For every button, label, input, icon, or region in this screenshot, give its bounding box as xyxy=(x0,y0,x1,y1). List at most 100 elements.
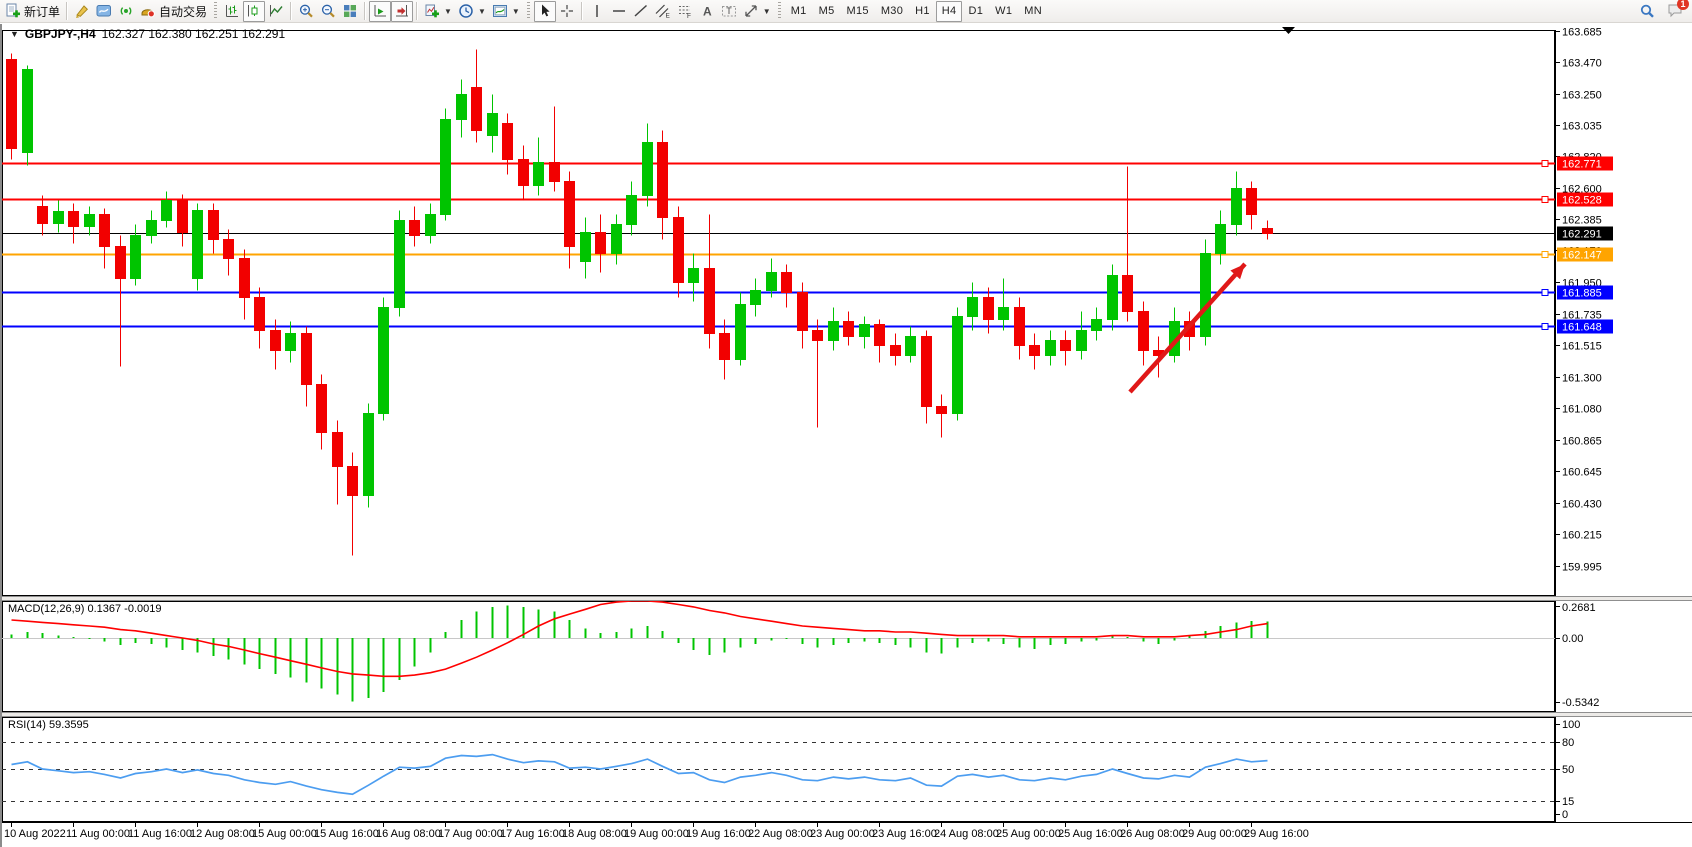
zoom-out-button[interactable] xyxy=(317,1,339,22)
svg-text:T: T xyxy=(726,6,732,16)
time-axis[interactable]: 10 Aug 2022 11 Aug 00:00 11 Aug 16:00 12 Au… xyxy=(2,822,1692,847)
indicators-dropdown[interactable]: ▼ xyxy=(421,1,455,22)
macd-label: MACD(12,26,9) 0.1367 -0.0019 xyxy=(8,603,162,615)
macd-pane[interactable]: 0.2681 0.00 -0.5342 xyxy=(2,601,1692,712)
candle xyxy=(316,374,327,450)
candle xyxy=(161,191,172,228)
rsi-line xyxy=(11,753,1268,796)
crosshair-button[interactable] xyxy=(556,1,578,22)
price-tick-label: 163.685 xyxy=(1562,27,1602,39)
candle xyxy=(378,297,389,421)
candle xyxy=(781,264,792,308)
horizontal-line-162.528[interactable]: 162.528 xyxy=(2,192,1613,207)
timeframe-m1-label: M1 xyxy=(790,5,807,17)
channel-button[interactable]: E xyxy=(652,1,674,22)
main-chart-pane[interactable]: 163.685163.470163.250163.035162.820162.6… xyxy=(2,24,1692,596)
price-line-label: 162.771 xyxy=(1562,159,1602,171)
time-tick xyxy=(11,823,12,827)
price-tick-label: 161.080 xyxy=(1562,404,1602,416)
candle xyxy=(1262,220,1273,240)
notification-badge: 1 xyxy=(1677,0,1689,10)
time-tick-label: 12 Aug 08:00 xyxy=(190,828,255,840)
candle xyxy=(704,214,715,349)
timeframe-mn[interactable]: MN xyxy=(1018,1,1048,22)
chat-button[interactable]: 1 xyxy=(1664,0,1689,22)
toolbar-separator xyxy=(66,2,69,20)
candle xyxy=(53,200,64,233)
chart-shift-button[interactable] xyxy=(391,0,414,22)
horizontal-line-161.885[interactable]: 161.885 xyxy=(2,285,1613,300)
timeframe-m1[interactable]: M1 xyxy=(785,1,813,22)
chart-shift-marker[interactable] xyxy=(1282,27,1295,34)
dropdown-caret-icon[interactable]: ▼ xyxy=(511,6,520,16)
toolbar-grip[interactable] xyxy=(777,2,781,20)
toolbar-grip[interactable] xyxy=(214,2,218,20)
candle xyxy=(750,278,761,317)
horizontal-line-162.771[interactable]: 162.771 xyxy=(2,156,1613,171)
cursor-button[interactable] xyxy=(533,0,556,22)
dropdown-caret-icon[interactable]: ▼ xyxy=(444,6,452,16)
time-tick-label: 10 Aug 2022 xyxy=(4,828,66,840)
rsi-pane[interactable]: 100 80 50 150 xyxy=(2,717,1692,822)
timeframe-h1[interactable]: H1 xyxy=(909,1,936,22)
text-label-button[interactable]: T xyxy=(718,1,740,22)
chart-bars-button[interactable] xyxy=(221,1,243,22)
timeframe-d1[interactable]: D1 xyxy=(962,1,989,22)
candle xyxy=(518,145,529,201)
candle xyxy=(332,420,343,505)
candle xyxy=(68,203,79,244)
templates-dropdown[interactable]: ▼ xyxy=(489,1,523,22)
candle xyxy=(270,319,281,370)
horizontal-line-162.147[interactable]: 162.147 xyxy=(2,247,1613,262)
community-button[interactable] xyxy=(93,1,115,22)
timeframe-h4[interactable]: H4 xyxy=(935,0,963,22)
chart-candles-button[interactable] xyxy=(243,0,266,22)
time-tick-label: 29 Aug 16:00 xyxy=(1244,828,1309,840)
autotrade-button[interactable]: 自动交易 xyxy=(137,1,210,22)
dropdown-caret-icon[interactable]: ▼ xyxy=(477,6,486,16)
channel-icon: E xyxy=(655,4,670,19)
vertical-line-button[interactable] xyxy=(586,1,608,22)
chart-symbol-period: GBPJPY-,H4 xyxy=(24,27,96,41)
svg-text:A: A xyxy=(703,5,712,19)
chart-menu-caret[interactable]: ▼ xyxy=(10,29,19,39)
candle xyxy=(843,311,854,346)
zoom-in-button[interactable] xyxy=(295,1,317,22)
pane-splitter-2[interactable] xyxy=(2,712,1692,717)
trend-arrow-annotation[interactable] xyxy=(1128,262,1247,394)
trendline-button[interactable] xyxy=(630,1,652,22)
dropdown-caret-icon[interactable]: ▼ xyxy=(762,6,771,16)
search-icon xyxy=(1640,4,1654,18)
pane-splitter[interactable] xyxy=(2,596,1692,601)
price-axis[interactable] xyxy=(1555,24,1692,822)
highlighter-button[interactable] xyxy=(71,1,93,22)
periods-dropdown[interactable]: ▼ xyxy=(455,1,489,22)
new-order-button[interactable]: 新订单 xyxy=(2,1,63,22)
search-button[interactable] xyxy=(1636,1,1658,22)
signals-button[interactable] xyxy=(115,1,137,22)
chart-line-button[interactable] xyxy=(265,1,287,22)
time-tick xyxy=(879,823,880,827)
fibonacci-button[interactable]: F xyxy=(674,1,696,22)
toolbar-grip[interactable] xyxy=(526,2,530,20)
arrows-dropdown[interactable]: ▼ xyxy=(740,1,774,22)
vertical-line-icon xyxy=(596,5,598,17)
timeframe-h4-label: H4 xyxy=(941,5,957,17)
horizontal-line-button[interactable] xyxy=(608,1,630,22)
auto-scroll-button[interactable] xyxy=(369,0,392,22)
time-tick xyxy=(197,823,198,827)
candle xyxy=(533,137,544,196)
text-button[interactable]: A xyxy=(696,1,718,22)
time-tick-label: 16 Aug 08:00 xyxy=(376,828,441,840)
timeframe-m5[interactable]: M5 xyxy=(813,1,841,22)
timeframe-m30[interactable]: M30 xyxy=(875,1,909,22)
timeframe-m15[interactable]: M15 xyxy=(841,1,875,22)
candle xyxy=(998,278,1009,331)
tile-windows-button[interactable] xyxy=(339,1,361,22)
rsi-tick-label: 50 xyxy=(1562,764,1574,776)
candle xyxy=(673,206,684,298)
time-tick xyxy=(1065,823,1066,827)
candle xyxy=(239,249,250,320)
timeframe-w1[interactable]: W1 xyxy=(989,1,1018,22)
autotrade-icon xyxy=(141,9,155,18)
